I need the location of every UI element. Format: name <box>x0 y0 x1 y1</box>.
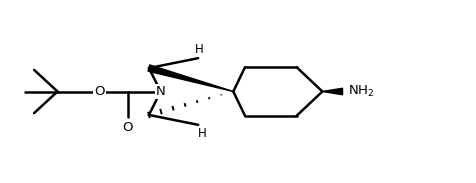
Text: H: H <box>198 127 206 140</box>
Polygon shape <box>322 88 343 95</box>
Text: O: O <box>123 121 133 134</box>
Text: H: H <box>195 43 204 56</box>
Text: N: N <box>156 85 166 98</box>
Text: NH$_2$: NH$_2$ <box>348 84 375 99</box>
Text: O: O <box>94 85 105 98</box>
Polygon shape <box>148 65 233 92</box>
